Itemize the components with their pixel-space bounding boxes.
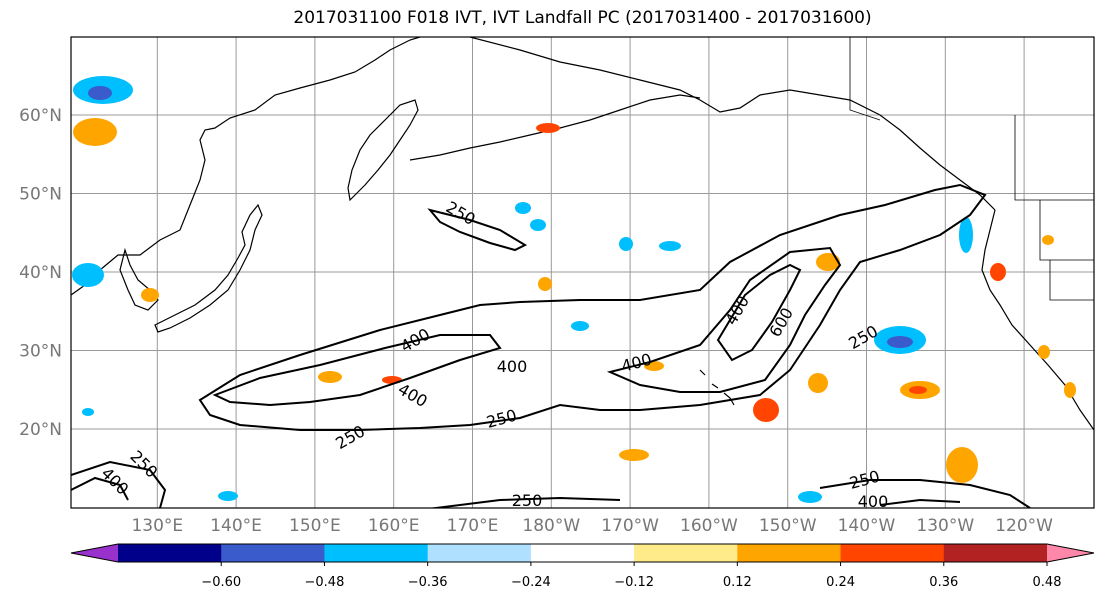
japan-coastline xyxy=(154,203,263,333)
ivt-contours xyxy=(71,183,1031,508)
longitude-label: 130°W xyxy=(916,516,974,536)
colorbar-tick-label: −0.48 xyxy=(305,575,345,590)
latitude-labels: 60°N 50°N 40°N 30°N 20°N xyxy=(19,106,62,440)
hawaii-islands xyxy=(699,369,735,406)
borders xyxy=(849,37,1094,301)
longitude-label: 140°W xyxy=(838,516,896,536)
colorbar-tick-label: 0.12 xyxy=(723,575,752,590)
korea-coastline xyxy=(119,247,159,311)
colorbar-segment xyxy=(737,544,842,562)
longitude-label: 120°W xyxy=(995,516,1053,536)
colorbar-segment xyxy=(634,544,738,562)
longitude-label: 160°E xyxy=(368,516,420,536)
colorbar-segment xyxy=(324,544,429,562)
longitude-label: 170°E xyxy=(447,516,499,536)
kamchatka-coastline xyxy=(347,99,419,202)
longitude-label: 130°E xyxy=(131,516,183,536)
contour-label: 400 xyxy=(497,357,528,376)
contour-400-se xyxy=(879,498,961,506)
contour-250-nw xyxy=(427,208,528,252)
colorbar-tick-label: −0.12 xyxy=(614,575,654,590)
alaska-coastline xyxy=(469,37,996,211)
asia-coastline xyxy=(71,37,421,296)
latitude-label: 30°N xyxy=(19,342,62,362)
contour-250-se xyxy=(819,479,1031,508)
colorbar-tick-label: −0.24 xyxy=(511,575,551,590)
contour-label: 250 xyxy=(512,491,543,510)
colorbar-segment xyxy=(221,544,325,562)
latitude-label: 20°N xyxy=(19,420,62,440)
longitude-label: 160°W xyxy=(680,516,738,536)
contour-400-sw xyxy=(71,476,129,501)
contour-250-sw xyxy=(71,460,167,508)
gridlines xyxy=(71,37,1094,508)
longitude-label: 150°E xyxy=(289,516,341,536)
map-area: 250 400 400 400 250 250 400 400 600 250 … xyxy=(71,37,1094,511)
longitude-label: 170°W xyxy=(601,516,659,536)
contour-600 xyxy=(716,263,802,362)
figure-title: 2017031100 F018 IVT, IVT Landfall PC (20… xyxy=(293,8,872,28)
contour-250-main xyxy=(198,183,987,431)
colorbar-segment xyxy=(840,544,945,562)
contour-400-east xyxy=(606,246,842,393)
colorbar-segment xyxy=(530,544,635,562)
colorbar xyxy=(70,543,1095,563)
colorbar-tick-label: −0.36 xyxy=(408,575,448,590)
contour-400 xyxy=(212,334,502,407)
map-frame xyxy=(70,36,1095,509)
longitude-labels: 130°E 140°E 150°E 160°E 170°E 180°W 170°W 160°W… xyxy=(131,516,1053,536)
longitude-label: 180°W xyxy=(522,516,580,536)
longitude-label: 150°W xyxy=(759,516,817,536)
contour-label: 400 xyxy=(858,492,889,511)
colorbar-low-extension xyxy=(71,544,118,562)
colorbar-high-extension xyxy=(1047,544,1094,562)
colorbar-tick-label: 0.24 xyxy=(826,575,855,590)
colorbar-tick-labels: −0.60 −0.48 −0.36 −0.24 −0.12 0.12 0.24 0.36 0.4… xyxy=(201,562,1062,590)
latitude-label: 50°N xyxy=(19,185,62,205)
contour-250-south xyxy=(427,496,621,508)
latitude-label: 40°N xyxy=(19,263,62,283)
colorbar-segment xyxy=(427,544,532,562)
colorbar-tick-label: −0.60 xyxy=(201,575,241,590)
colorbar-segment xyxy=(118,544,222,562)
colorbar-tick-label: 0.48 xyxy=(1033,575,1062,590)
colorbar-segment xyxy=(943,544,1048,562)
longitude-label: 140°E xyxy=(210,516,262,536)
colorbar-tick-label: 0.36 xyxy=(929,575,958,590)
pc-shading xyxy=(72,76,1076,503)
colorbar-outline xyxy=(70,543,1095,563)
latitude-label: 60°N xyxy=(19,106,62,126)
